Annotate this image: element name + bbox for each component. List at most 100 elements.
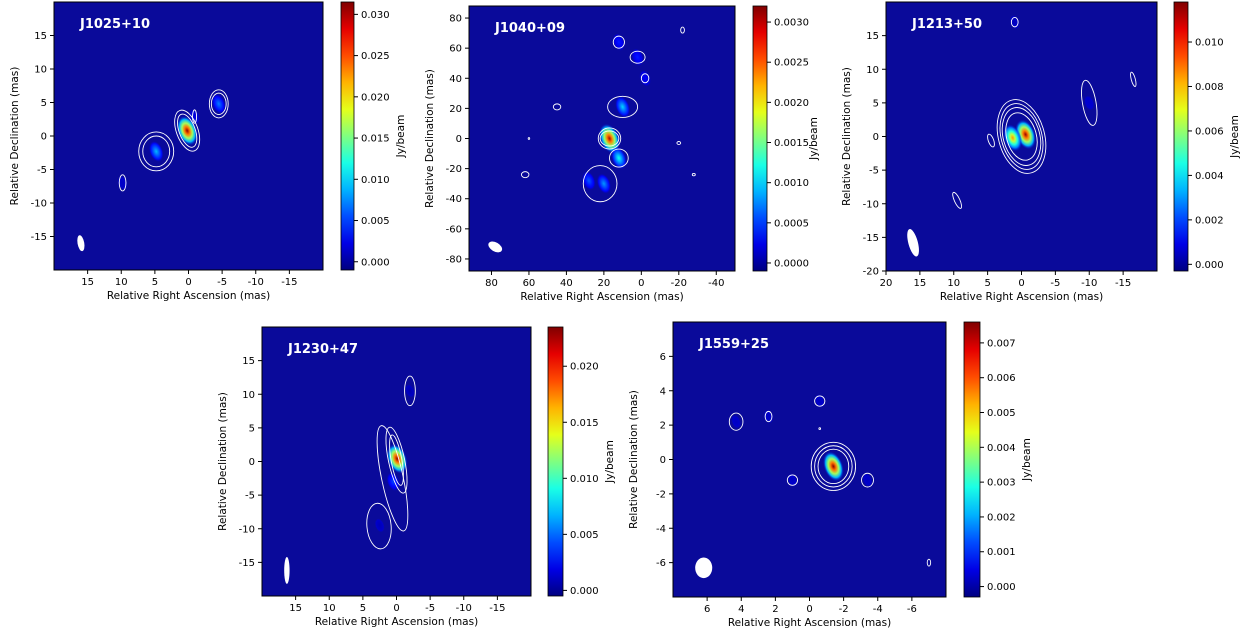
contour-line	[609, 148, 629, 168]
contour-line	[810, 441, 857, 491]
beam-ellipse	[488, 241, 503, 253]
x-tick-label: -40	[708, 278, 724, 289]
x-tick-label: -5	[1050, 278, 1060, 289]
colorbar-tick-label: 0.004	[987, 443, 1016, 454]
contour-line	[818, 427, 822, 430]
contour-line	[987, 133, 995, 148]
x-tick-label: -4	[873, 604, 883, 615]
contour-line	[1130, 71, 1137, 87]
y-tick-label: 15	[242, 356, 255, 367]
contour-line	[952, 191, 963, 209]
colorbar-tick-label: 0.020	[361, 92, 390, 103]
contour-line	[210, 92, 227, 116]
colorbar-tick-label: 0.000	[1195, 260, 1224, 271]
x-axis-label: Relative Right Ascension (mas)	[315, 616, 478, 628]
y-tick-label: -10	[31, 199, 47, 210]
y-tick-label: 4	[660, 386, 666, 397]
panel-3: J1230+47 15 10 5 0 -5 -10 -15 15 10 5 0 -5 -10 -15 Rela…	[217, 326, 616, 628]
contour-line	[376, 425, 409, 532]
x-tick-label: 15	[914, 278, 927, 289]
emission-component	[815, 394, 825, 408]
colorbar-label: Jy/beam	[1229, 115, 1241, 159]
emission-component	[117, 175, 128, 190]
y-tick-label: 20	[449, 104, 462, 115]
colorbar-tick-label: 0.005	[987, 408, 1016, 419]
y-tick-label: -5	[37, 165, 47, 176]
contour-line	[521, 171, 530, 179]
y-tick-label: 40	[449, 74, 462, 85]
colorbar-tick-label: 0.0025	[774, 58, 809, 69]
chart-title: J1040+09	[494, 21, 565, 36]
colorbar-tick-label: 0.001	[987, 547, 1016, 558]
beam-ellipse	[907, 229, 919, 257]
x-tick-label: 10	[947, 278, 960, 289]
x-tick-label: 40	[560, 278, 573, 289]
plot-background	[673, 322, 946, 597]
panel-4: J1559+25 6 4 2 0 -2 -4 -6 6 4 2 0 -2 -4 -6 Relative Rig…	[628, 321, 1033, 629]
y-tick-label: -5	[869, 166, 879, 177]
colorbar	[963, 321, 981, 598]
contour-line	[1005, 112, 1038, 161]
emission-component	[615, 96, 631, 118]
x-tick-label: 0	[185, 277, 191, 288]
y-tick-label: 0	[873, 132, 879, 143]
contour-line	[629, 50, 646, 64]
y-tick-label: 10	[34, 65, 47, 76]
x-tick-label: -10	[1081, 278, 1097, 289]
colorbar-tick-label: 0.020	[570, 362, 599, 373]
colorbar-tick-label: 0.010	[1195, 38, 1224, 49]
x-tick-label: 20	[880, 278, 893, 289]
colorbar-tick-label: 0.015	[361, 134, 390, 145]
y-tick-label: 0	[456, 134, 462, 145]
chart-title: J1025+10	[79, 17, 150, 32]
colorbar-label: Jy/beam	[395, 115, 407, 159]
contour-line	[764, 410, 773, 423]
colorbar-tick-label: 0.000	[570, 586, 599, 597]
x-tick-label: 0	[1018, 278, 1024, 289]
contour-line	[582, 165, 618, 203]
beam-ellipse	[284, 556, 290, 584]
colorbar-tick-label: 0.006	[1195, 126, 1224, 137]
x-tick-label: 15	[81, 277, 94, 288]
emission-component	[1084, 95, 1095, 111]
contour-line	[607, 95, 639, 118]
y-tick-label: 6	[660, 352, 666, 363]
x-axis-label: Relative Right Ascension (mas)	[520, 291, 683, 303]
y-tick-label: 5	[873, 98, 879, 109]
panel-0: J1025+10 15 10 5 0 -5 -10 -15 15 10 5 0 -5 -10 -15 Rela…	[9, 1, 407, 302]
emission-component	[763, 409, 774, 424]
contour-line	[728, 412, 744, 431]
y-tick-label: 80	[449, 14, 462, 25]
y-axis-label: Relative Declination (mas)	[841, 67, 853, 206]
y-tick-label: -20	[863, 267, 879, 278]
y-tick-label: -60	[446, 224, 462, 235]
colorbar-label: Jy/beam	[604, 440, 616, 484]
colorbar-tick-label: 0.007	[987, 338, 1016, 349]
y-tick-label: -40	[446, 194, 462, 205]
contour-line	[676, 141, 682, 145]
y-axis-label: Relative Declination (mas)	[217, 392, 229, 531]
contour-line	[814, 395, 826, 407]
colorbar-tick-label: 0.003	[987, 478, 1016, 489]
colorbar-tick-label: 0.002	[987, 512, 1016, 523]
colorbar	[752, 5, 768, 272]
contour-line	[999, 103, 1044, 170]
emission-component	[211, 94, 226, 114]
colorbar-tick-label: 0.004	[1195, 171, 1224, 182]
y-axis-label: Relative Declination (mas)	[424, 69, 436, 208]
y-tick-label: -10	[863, 199, 879, 210]
contour-line	[385, 426, 408, 494]
emission-component	[822, 451, 844, 482]
y-tick-label: -15	[239, 558, 255, 569]
contour-line	[142, 135, 171, 168]
contour-line	[208, 89, 229, 119]
contour-line	[138, 131, 175, 172]
emission-component	[731, 415, 741, 429]
contour-line	[926, 558, 932, 567]
y-tick-label: -80	[446, 254, 462, 265]
colorbar-tick-label: 0.000	[987, 582, 1016, 593]
chart-title: J1559+25	[698, 337, 769, 352]
y-tick-label: -4	[656, 524, 666, 535]
x-tick-label: 2	[772, 604, 778, 615]
